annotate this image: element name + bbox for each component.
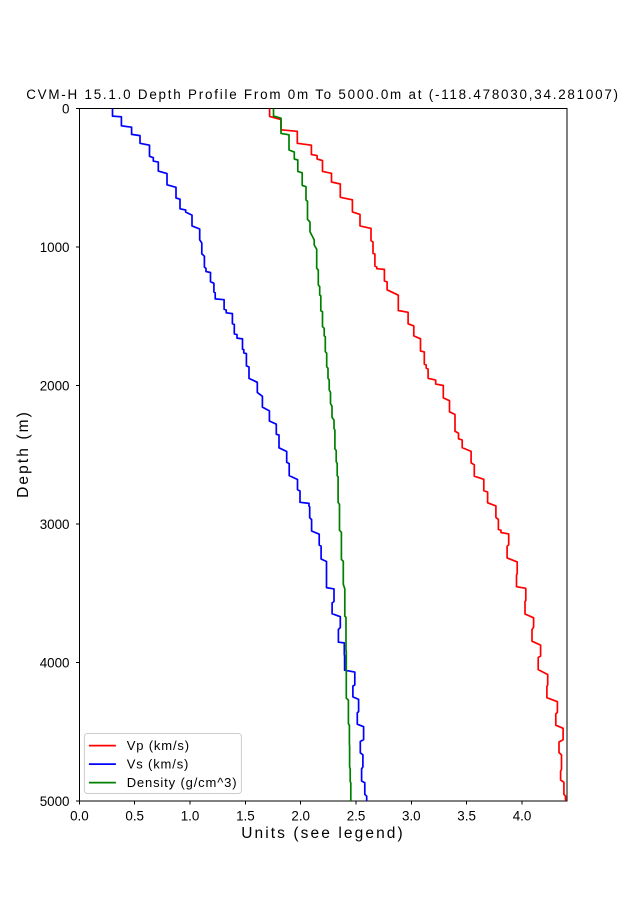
svg-text:Units (see legend): Units (see legend): [241, 825, 405, 842]
svg-text:3.5: 3.5: [457, 809, 476, 824]
svg-text:2000: 2000: [40, 378, 70, 393]
svg-text:2.5: 2.5: [347, 809, 366, 824]
svg-text:4000: 4000: [40, 655, 70, 670]
svg-text:0: 0: [62, 101, 69, 116]
svg-text:0.5: 0.5: [125, 809, 144, 824]
svg-text:1000: 1000: [40, 240, 70, 255]
svg-text:3000: 3000: [40, 517, 70, 532]
svg-text:0.0: 0.0: [70, 809, 89, 824]
svg-text:3.0: 3.0: [402, 809, 421, 824]
svg-text:1.5: 1.5: [236, 809, 255, 824]
svg-text:Depth (m): Depth (m): [15, 410, 32, 498]
svg-text:Vp (km/s): Vp (km/s): [127, 738, 190, 753]
svg-text:4.0: 4.0: [513, 809, 532, 824]
svg-text:Density (g/cm^3): Density (g/cm^3): [127, 775, 238, 790]
svg-text:5000: 5000: [40, 794, 70, 809]
svg-text:2.0: 2.0: [291, 809, 310, 824]
svg-text:1.0: 1.0: [181, 809, 200, 824]
svg-text:Vs (km/s): Vs (km/s): [127, 757, 190, 772]
svg-text:CVM-H 15.1.0 Depth Profile Fro: CVM-H 15.1.0 Depth Profile From 0m To 50…: [26, 87, 620, 102]
